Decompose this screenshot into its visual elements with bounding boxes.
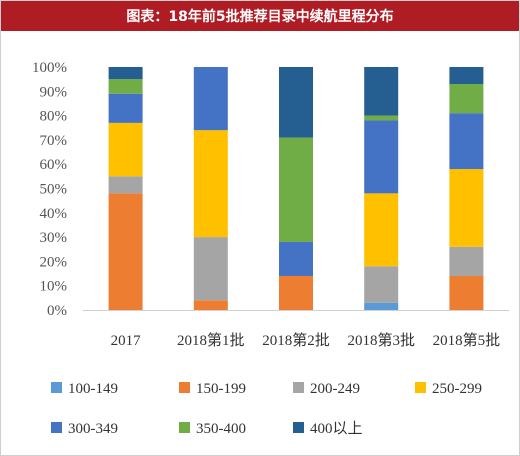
bar-segment [364,120,399,194]
chart-title: 图表：18年前5批推荐目录中续航里程分布 [1,1,519,31]
legend-label: 200-249 [310,381,360,397]
legend-swatch [51,422,62,433]
bar-segment [449,113,484,170]
legend-swatch [293,422,304,433]
legend-item: 300-349 [51,421,118,437]
bar-segment [108,176,143,194]
y-tick-label: 70% [40,133,68,149]
legend-swatch [293,382,304,393]
legend-item: 350-400 [179,421,246,437]
bar-segment [108,79,143,94]
bar-segment [449,275,484,310]
legend-swatch [179,382,190,393]
legend-label: 100-149 [68,381,118,397]
legend-label: 300-349 [68,421,118,437]
y-tick-label: 60% [40,157,68,173]
bar-segment [108,67,143,80]
legend-item: 100-149 [51,381,118,397]
y-tick-label: 30% [40,230,68,246]
legend-label: 250-299 [432,381,482,397]
category-labels: 2017 2018第1批 2018第2批 2018第3批 2018第5批 [111,331,501,349]
bar-segment [108,193,143,310]
bar-segment [193,237,228,301]
bar-segment [279,137,313,242]
bar-segment [364,67,399,116]
y-tick-label: 10% [40,279,68,295]
bar-segment [449,169,484,247]
bar-segment [279,275,313,310]
legend-item: 400以上 [293,420,363,437]
y-tick-label: 100% [32,60,67,76]
stacked-bar-chart: 0%10%20%30%40%50%60%70%80%90%100% 2017 20… [32,60,509,437]
legend-swatch [51,382,62,393]
x-tick-label: 2018第1批 [177,331,245,349]
legend-swatch [179,422,190,433]
legend-label: 150-199 [196,381,246,397]
bar-segment [193,130,228,238]
x-tick-label: 2018第3批 [347,331,415,349]
x-tick-label: 2018第2批 [262,331,330,349]
y-tick-label: 80% [40,109,68,125]
x-tick-label: 2017 [111,333,142,349]
bar-segment [193,300,228,310]
legend-swatch [415,382,426,393]
x-tick-label: 2018第5批 [433,331,501,349]
legend-item: 200-249 [293,381,360,397]
bar-segment [364,193,399,267]
bar-segment [364,266,399,303]
y-tick-label: 90% [40,84,68,100]
y-tick-label: 0% [47,303,67,319]
bars-layer [108,67,484,310]
legend-item: 250-299 [415,381,482,397]
y-tick-label: 20% [40,254,68,270]
axis-layer: 0% 10% 20% 30% 40% 50% 60% 70% 80% 90% 100% [32,60,509,319]
bar-segment [364,115,399,121]
legend-label: 400以上 [310,420,363,437]
legend-label: 350-400 [196,421,246,437]
bar-segment [108,93,143,123]
bar-segment [193,67,228,131]
bar-segment [279,241,313,276]
legend: 100-149 150-199 200-249 250-299 300-349 350-4… [51,381,482,437]
y-tick-label: 50% [40,182,68,198]
legend-item: 150-199 [179,381,246,397]
y-tick-label: 40% [40,206,68,222]
bar-segment [364,302,399,310]
bar-segment [108,122,143,177]
bar-segment [449,84,484,114]
bar-segment [449,67,484,85]
bar-segment [279,67,313,138]
bar-segment [449,246,484,276]
